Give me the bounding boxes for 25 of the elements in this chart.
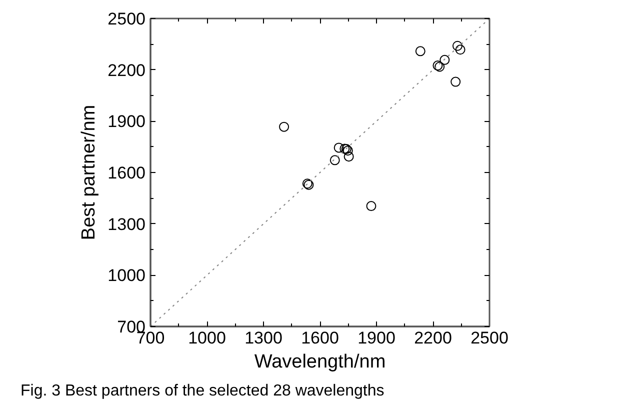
x-tick-label: 1900: [358, 328, 396, 348]
point: [334, 142, 344, 153]
point: [279, 122, 290, 132]
x-tick-label: 1300: [244, 328, 282, 348]
point: [366, 201, 376, 212]
caption: Fig. 3 Best partners of the selected 28 wavelengths: [20, 382, 384, 400]
x-tick-label: 2500: [470, 328, 508, 348]
point: [344, 152, 354, 162]
x-tick-label: 2200: [414, 328, 452, 348]
point: [415, 46, 426, 56]
point: [330, 155, 340, 166]
y-tick-label: 1300: [108, 214, 146, 234]
y-axis-title: Best partner/nm: [78, 104, 100, 240]
point: [452, 40, 462, 51]
x-axis-title: Wavelength/nm: [254, 352, 386, 372]
point: [450, 76, 461, 87]
point: [440, 54, 450, 65]
y-tick-label: 1900: [108, 112, 146, 132]
y-tick-label: 1000: [108, 266, 146, 286]
y-tick-label: 2200: [108, 60, 146, 80]
point: [455, 44, 466, 55]
x-tick-label: 1000: [188, 328, 226, 348]
y-tick-label: 2500: [108, 10, 146, 28]
x-tick-label: 1600: [301, 328, 339, 348]
y-tick-label: 1600: [108, 164, 146, 182]
